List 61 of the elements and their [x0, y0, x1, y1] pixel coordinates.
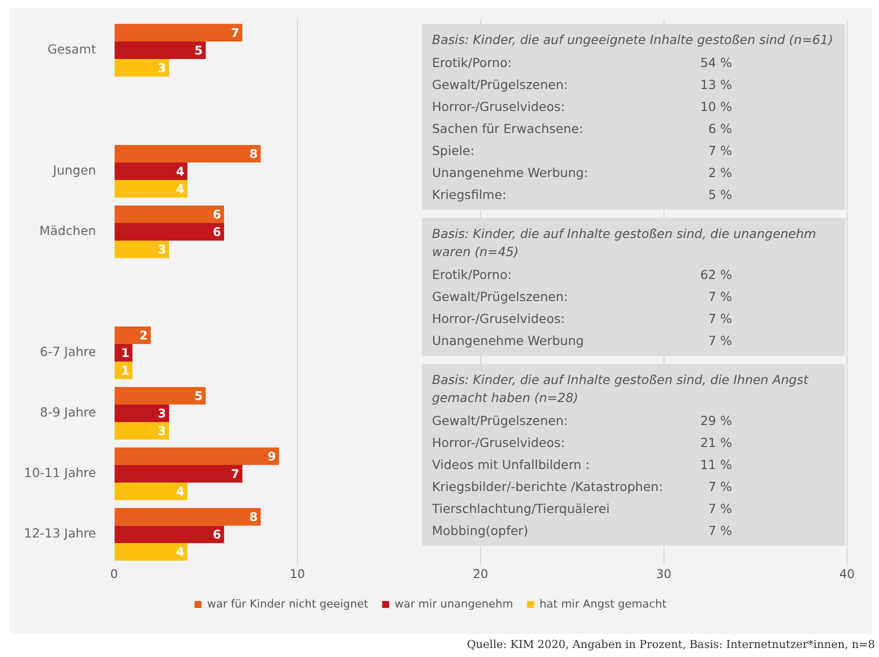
x-tick-label: 0 — [110, 566, 118, 581]
bar — [114, 526, 224, 544]
data-label: 5 — [194, 43, 203, 58]
data-label: 3 — [158, 242, 166, 256]
source-note: Quelle: KIM 2020, Angaben in Prozent, Basis: Internetnutzer*innen, n=8 — [466, 638, 875, 651]
data-label: 1 — [121, 363, 130, 378]
bar — [114, 482, 188, 500]
data-label: 4 — [176, 484, 184, 499]
bar — [114, 144, 261, 163]
legend-label: war für Kinder nicht geeignet — [207, 597, 369, 610]
bar — [114, 24, 242, 42]
y-tick-label: Jungen — [52, 162, 96, 178]
y-tick-label: 12-13 Jahre — [24, 526, 96, 541]
bar — [114, 205, 224, 224]
bar — [114, 465, 242, 483]
data-label: 4 — [176, 545, 184, 560]
bar — [114, 422, 170, 440]
data-label: 5 — [194, 388, 203, 403]
data-label: 2 — [139, 328, 148, 342]
bar — [114, 180, 188, 198]
bar — [114, 240, 170, 258]
bar — [114, 162, 188, 180]
data-label: 6 — [212, 224, 222, 239]
text-panel: Basis: Kinder, die auf ungeeignete Inhalte gestoßen sind (n=61) Erotik/Porno: 54 % Gewalt/Prügelszenen: 13 % Horror-/Gruselvideos: 10 % Sachen für Erwachsene: 6 % Spiele: 7 % Unangenehme Werbung: 2 % Kriegsfilme: 5 % — [422, 24, 845, 210]
y-tick-label: 8-9 Jahre — [40, 404, 96, 420]
bar — [114, 362, 132, 380]
bar — [114, 508, 261, 526]
y-tick-label: Gesamt — [47, 42, 96, 57]
y-tick-label: 10-11 Jahre — [24, 465, 96, 480]
bar — [114, 448, 280, 466]
text-panel: Basis: Kinder, die auf Inhalte gestoßen sind, die unangenehm waren (n=45) Erotik/Porno: 62 % Gewalt/Prügelszenen: 7 % Horror-/Gruselvideos: 7 % Unangenehme Werbung 7 % — [422, 218, 845, 356]
bar — [114, 404, 170, 422]
data-label: 7 — [231, 466, 240, 481]
data-label: 3 — [158, 424, 166, 438]
data-label: 1 — [121, 346, 130, 360]
y-tick-label: 6-7 Jahre — [40, 344, 96, 360]
data-label: 6 — [212, 207, 222, 222]
data-label: 4 — [176, 182, 184, 196]
data-label: 7 — [231, 26, 240, 40]
legend-label: war mir unangenehm — [394, 597, 514, 610]
bar — [114, 344, 132, 362]
bar — [114, 223, 224, 241]
x-tick-label: 30 — [656, 566, 672, 581]
data-label: 3 — [158, 406, 166, 420]
bar — [114, 59, 170, 77]
y-tick-label: Mädchen — [39, 223, 96, 238]
bar — [114, 41, 206, 60]
data-label: 9 — [268, 449, 276, 464]
data-label: 3 — [158, 60, 166, 75]
text-panel: Basis: Kinder, die auf Inhalte gestoßen sind, die Ihnen Angst gemacht haben (n=28) Gewalt/Prügelszenen: 29 % Horror-/Gruselvideos: 21 % Videos mit Unfallbildern : 11 % Kriegsbilder/-berichte /Katastrophen: 7 % Tierschlachtung/Tierquälerei 7 % Mobbing(opfer) 7 % — [422, 364, 845, 546]
x-tick-label: 40 — [839, 566, 855, 581]
bar — [114, 326, 151, 344]
x-tick-label: 20 — [472, 566, 488, 581]
legend-label: hat mir Angst gemacht — [540, 597, 668, 610]
data-label: 8 — [249, 146, 258, 161]
data-label: 4 — [176, 164, 184, 178]
x-tick-label: 10 — [290, 566, 305, 581]
data-label: 6 — [212, 527, 222, 542]
bar — [114, 543, 188, 561]
bar — [114, 387, 206, 405]
data-label: 8 — [249, 510, 258, 524]
